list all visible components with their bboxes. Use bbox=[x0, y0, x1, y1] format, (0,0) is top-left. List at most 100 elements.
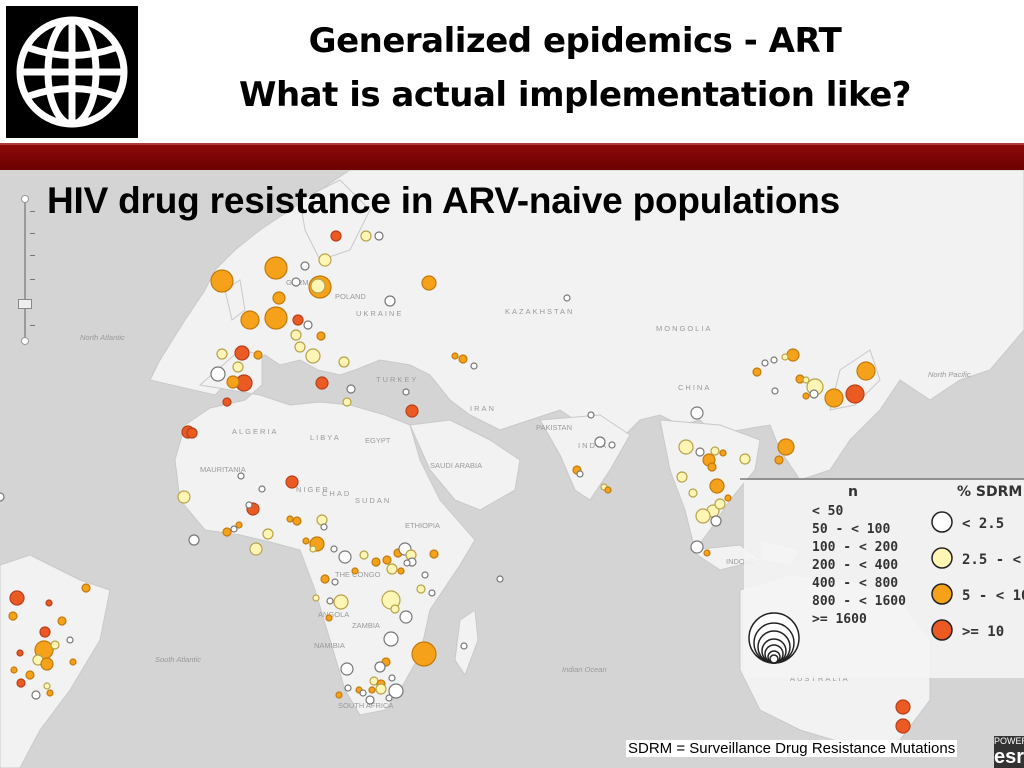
survey-marker[interactable] bbox=[724, 494, 732, 502]
survey-marker[interactable] bbox=[16, 678, 26, 688]
survey-marker[interactable] bbox=[302, 537, 310, 545]
survey-marker[interactable] bbox=[397, 567, 405, 575]
survey-marker[interactable] bbox=[264, 306, 288, 330]
survey-marker[interactable] bbox=[676, 471, 688, 483]
survey-marker[interactable] bbox=[50, 640, 60, 650]
survey-marker[interactable] bbox=[458, 354, 468, 364]
survey-marker[interactable] bbox=[594, 436, 606, 448]
survey-marker[interactable] bbox=[388, 674, 396, 682]
survey-marker[interactable] bbox=[402, 388, 410, 396]
survey-marker[interactable] bbox=[0, 492, 5, 502]
survey-marker[interactable] bbox=[342, 397, 352, 407]
survey-marker[interactable] bbox=[710, 446, 720, 456]
survey-marker[interactable] bbox=[709, 478, 725, 494]
survey-marker[interactable] bbox=[802, 392, 810, 400]
survey-marker[interactable] bbox=[761, 359, 769, 367]
survey-marker[interactable] bbox=[320, 523, 328, 531]
survey-marker[interactable] bbox=[428, 589, 436, 597]
zoom-thumb[interactable] bbox=[18, 299, 32, 309]
survey-marker[interactable] bbox=[31, 690, 41, 700]
survey-marker[interactable] bbox=[385, 694, 393, 702]
survey-marker[interactable] bbox=[16, 649, 24, 657]
survey-marker[interactable] bbox=[290, 329, 302, 341]
survey-marker[interactable] bbox=[384, 295, 396, 307]
survey-marker[interactable] bbox=[222, 527, 232, 537]
survey-marker[interactable] bbox=[710, 515, 722, 527]
survey-marker[interactable] bbox=[330, 545, 338, 553]
survey-marker[interactable] bbox=[340, 662, 354, 676]
survey-marker[interactable] bbox=[386, 563, 398, 575]
survey-marker[interactable] bbox=[695, 447, 705, 457]
survey-marker[interactable] bbox=[451, 352, 459, 360]
survey-marker[interactable] bbox=[292, 314, 304, 326]
survey-marker[interactable] bbox=[318, 253, 332, 267]
zoom-out-icon[interactable] bbox=[21, 337, 29, 345]
survey-marker[interactable] bbox=[411, 641, 437, 667]
survey-marker[interactable] bbox=[45, 599, 53, 607]
survey-marker[interactable] bbox=[608, 441, 616, 449]
survey-marker[interactable] bbox=[374, 661, 386, 673]
survey-marker[interactable] bbox=[774, 455, 784, 465]
survey-marker[interactable] bbox=[895, 718, 911, 734]
survey-marker[interactable] bbox=[286, 515, 294, 523]
survey-marker[interactable] bbox=[714, 498, 726, 510]
survey-marker[interactable] bbox=[802, 376, 810, 384]
survey-marker[interactable] bbox=[368, 686, 376, 694]
survey-marker[interactable] bbox=[272, 291, 286, 305]
survey-marker[interactable] bbox=[309, 545, 317, 553]
survey-marker[interactable] bbox=[39, 626, 51, 638]
zoom-in-icon[interactable] bbox=[21, 195, 29, 203]
survey-marker[interactable] bbox=[470, 362, 478, 370]
survey-marker[interactable] bbox=[235, 521, 243, 529]
survey-marker[interactable] bbox=[291, 277, 301, 287]
survey-marker[interactable] bbox=[824, 388, 844, 408]
zoom-track[interactable] bbox=[24, 201, 26, 339]
survey-marker[interactable] bbox=[333, 594, 349, 610]
survey-marker[interactable] bbox=[210, 366, 226, 382]
survey-marker[interactable] bbox=[707, 462, 717, 472]
survey-marker[interactable] bbox=[315, 376, 329, 390]
survey-marker[interactable] bbox=[399, 610, 413, 624]
survey-marker[interactable] bbox=[845, 384, 865, 404]
survey-marker[interactable] bbox=[429, 549, 439, 559]
survey-marker[interactable] bbox=[809, 389, 819, 399]
survey-marker[interactable] bbox=[359, 689, 367, 697]
survey-marker[interactable] bbox=[326, 597, 334, 605]
survey-marker[interactable] bbox=[237, 472, 245, 480]
world-map[interactable]: North Atlantic South Atlantic North Paci… bbox=[0, 170, 1024, 768]
survey-marker[interactable] bbox=[216, 348, 228, 360]
survey-marker[interactable] bbox=[690, 406, 704, 420]
survey-marker[interactable] bbox=[258, 485, 266, 493]
survey-marker[interactable] bbox=[375, 683, 387, 695]
survey-marker[interactable] bbox=[403, 559, 411, 567]
survey-marker[interactable] bbox=[346, 384, 356, 394]
survey-marker[interactable] bbox=[371, 557, 381, 567]
survey-marker[interactable] bbox=[186, 427, 198, 439]
survey-marker[interactable] bbox=[9, 590, 25, 606]
survey-marker[interactable] bbox=[563, 294, 571, 302]
survey-marker[interactable] bbox=[240, 310, 260, 330]
survey-marker[interactable] bbox=[262, 528, 274, 540]
survey-marker[interactable] bbox=[383, 631, 399, 647]
survey-marker[interactable] bbox=[8, 611, 18, 621]
zoom-slider[interactable] bbox=[18, 195, 35, 345]
survey-marker[interactable] bbox=[316, 514, 328, 526]
survey-marker[interactable] bbox=[770, 356, 778, 364]
survey-marker[interactable] bbox=[382, 555, 392, 565]
survey-marker[interactable] bbox=[253, 350, 263, 360]
survey-marker[interactable] bbox=[222, 397, 232, 407]
survey-marker[interactable] bbox=[43, 682, 51, 690]
survey-marker[interactable] bbox=[300, 261, 310, 271]
survey-marker[interactable] bbox=[771, 387, 779, 395]
survey-marker[interactable] bbox=[421, 275, 437, 291]
survey-marker[interactable] bbox=[57, 616, 67, 626]
survey-marker[interactable] bbox=[576, 470, 584, 478]
survey-marker[interactable] bbox=[330, 230, 342, 242]
survey-marker[interactable] bbox=[388, 683, 404, 699]
survey-marker[interactable] bbox=[695, 508, 711, 524]
survey-marker[interactable] bbox=[310, 278, 326, 294]
survey-marker[interactable] bbox=[421, 571, 429, 579]
survey-marker[interactable] bbox=[249, 542, 263, 556]
survey-marker[interactable] bbox=[405, 404, 419, 418]
survey-marker[interactable] bbox=[292, 516, 302, 526]
